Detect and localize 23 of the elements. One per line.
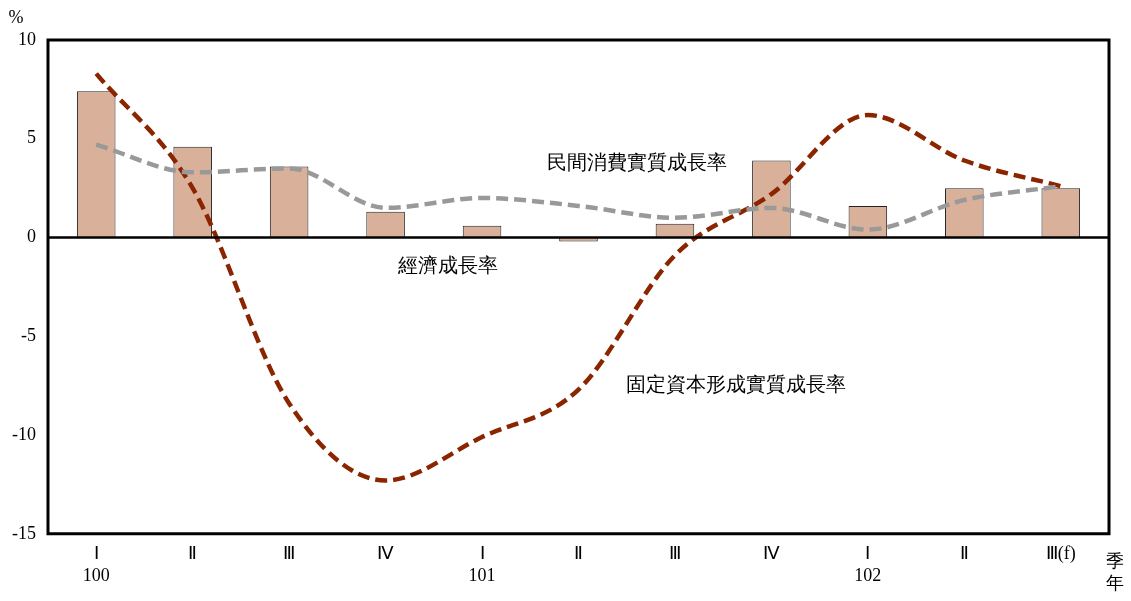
- y-axis-title: %: [8, 6, 24, 27]
- x-tick-label: Ⅱ: [188, 543, 198, 564]
- x-tick-label: Ⅲ: [283, 543, 296, 564]
- x-tick-label: Ⅱ: [959, 543, 969, 564]
- x-tick-label: Ⅲ(f): [1045, 543, 1076, 565]
- y-tick-label: -5: [20, 325, 36, 346]
- x-axis-title: 季年: [1106, 550, 1124, 593]
- series-label: 民間消費實質成長率: [546, 150, 727, 173]
- x-tick-label: Ⅰ 101: [468, 543, 496, 585]
- y-tick-label: 10: [17, 28, 36, 49]
- x-tick-label: Ⅱ: [574, 543, 583, 564]
- x-tick-label: Ⅲ: [668, 543, 681, 564]
- series-label: 固定資本形成實質成長率: [626, 372, 847, 395]
- line-series: [93, 71, 1064, 483]
- series-label: 經濟成長率: [397, 254, 499, 277]
- x-tick-label: Ⅳ: [762, 543, 780, 564]
- x-tick-label: Ⅰ 100: [82, 543, 110, 585]
- x-tick-label: Ⅰ 102: [854, 543, 882, 585]
- y-tick-label: -10: [11, 423, 36, 444]
- x-tick-label: Ⅳ: [377, 543, 395, 564]
- y-tick-label: 0: [26, 226, 36, 247]
- y-tick-label: -15: [11, 522, 36, 543]
- y-tick-label: 5: [26, 127, 36, 148]
